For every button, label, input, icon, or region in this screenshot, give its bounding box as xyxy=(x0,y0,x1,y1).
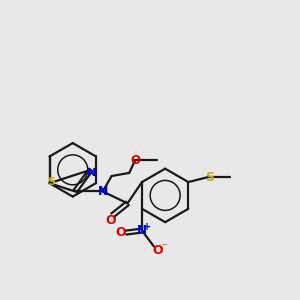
Text: O: O xyxy=(152,244,163,257)
Text: +: + xyxy=(143,222,151,232)
Text: O: O xyxy=(130,154,140,167)
Text: ⁻: ⁻ xyxy=(161,242,167,252)
Text: O: O xyxy=(115,226,125,239)
Text: O: O xyxy=(105,214,116,227)
Text: N: N xyxy=(87,168,96,178)
Text: N: N xyxy=(137,224,147,237)
Text: N: N xyxy=(98,185,108,198)
Text: S: S xyxy=(47,177,56,187)
Text: S: S xyxy=(206,171,214,184)
